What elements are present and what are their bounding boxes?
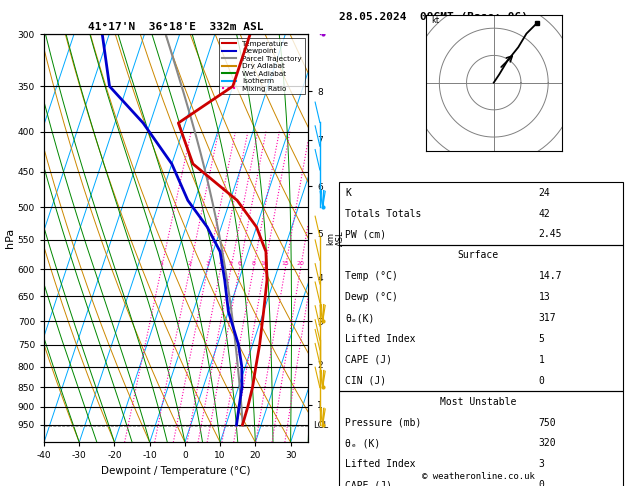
- Text: 2.45: 2.45: [538, 229, 562, 240]
- Text: Lifted Index: Lifted Index: [345, 334, 416, 344]
- Text: 6: 6: [238, 260, 242, 266]
- X-axis label: Dewpoint / Temperature (°C): Dewpoint / Temperature (°C): [101, 466, 251, 476]
- Text: 24: 24: [538, 188, 550, 198]
- Text: CAPE (J): CAPE (J): [345, 355, 392, 365]
- Text: 750: 750: [538, 417, 556, 428]
- Text: 317: 317: [538, 313, 556, 323]
- Text: 1: 1: [159, 260, 164, 266]
- Text: 1: 1: [538, 355, 544, 365]
- Text: θₑ(K): θₑ(K): [345, 313, 375, 323]
- Bar: [339, 182, 623, 245]
- Bar: [339, 245, 623, 391]
- Text: 0: 0: [538, 480, 544, 486]
- Text: 13: 13: [538, 292, 550, 302]
- Text: © weatheronline.co.uk: © weatheronline.co.uk: [421, 472, 535, 481]
- Legend: Temperature, Dewpoint, Parcel Trajectory, Dry Adiabat, Wet Adiabat, Isotherm, Mi: Temperature, Dewpoint, Parcel Trajectory…: [219, 37, 304, 94]
- Text: PW (cm): PW (cm): [345, 229, 386, 240]
- Text: Pressure (mb): Pressure (mb): [345, 417, 421, 428]
- Text: 15: 15: [281, 260, 289, 266]
- Y-axis label: km
ASL: km ASL: [326, 230, 345, 246]
- Text: 4: 4: [218, 260, 223, 266]
- Text: Surface: Surface: [457, 250, 499, 260]
- Text: 5: 5: [538, 334, 544, 344]
- Text: CAPE (J): CAPE (J): [345, 480, 392, 486]
- Text: Lifted Index: Lifted Index: [345, 459, 416, 469]
- Text: K: K: [345, 188, 351, 198]
- Text: LCL: LCL: [313, 421, 328, 430]
- Text: 10: 10: [260, 260, 269, 266]
- Text: Dewp (°C): Dewp (°C): [345, 292, 398, 302]
- Text: Totals Totals: Totals Totals: [345, 208, 421, 219]
- Text: 8: 8: [252, 260, 255, 266]
- Title: 41°17'N  36°18'E  332m ASL: 41°17'N 36°18'E 332m ASL: [88, 22, 264, 32]
- Text: 42: 42: [538, 208, 550, 219]
- Text: Most Unstable: Most Unstable: [440, 397, 516, 407]
- Text: 0: 0: [538, 376, 544, 386]
- Text: Temp (°C): Temp (°C): [345, 271, 398, 281]
- Text: 3: 3: [206, 260, 209, 266]
- Text: θₑ (K): θₑ (K): [345, 438, 381, 449]
- Text: 320: 320: [538, 438, 556, 449]
- Text: 2: 2: [188, 260, 192, 266]
- Y-axis label: hPa: hPa: [5, 228, 15, 248]
- Text: 5: 5: [229, 260, 233, 266]
- Text: 20: 20: [296, 260, 304, 266]
- Text: 14.7: 14.7: [538, 271, 562, 281]
- Text: 3: 3: [538, 459, 544, 469]
- Text: 28.05.2024  09GMT (Base: 06): 28.05.2024 09GMT (Base: 06): [339, 12, 528, 22]
- Text: kt: kt: [431, 16, 439, 25]
- Text: CIN (J): CIN (J): [345, 376, 386, 386]
- Bar: [339, 391, 623, 486]
